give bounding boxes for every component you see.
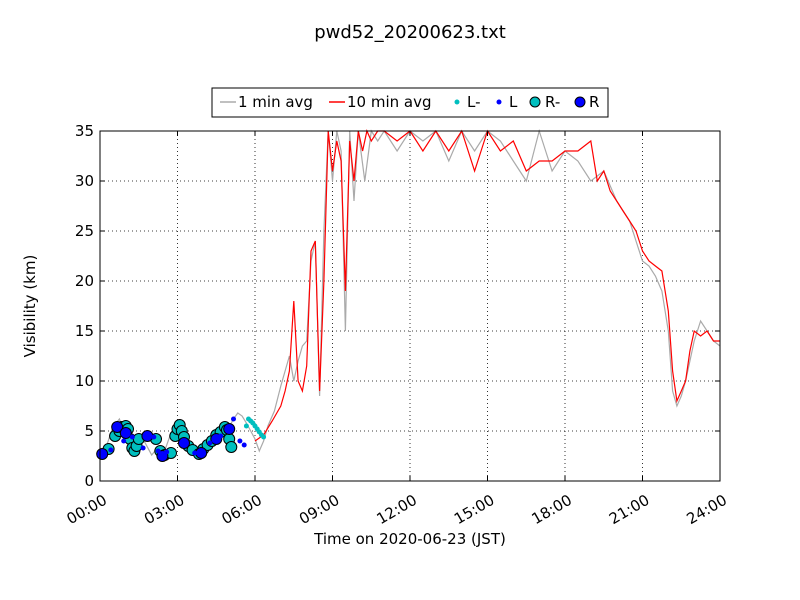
legend-box [211, 87, 609, 118]
y-axis-label: Visibility (km) [21, 255, 39, 358]
y-tick-label: 20 [75, 272, 94, 290]
series-R-point [111, 421, 124, 433]
legend-R-minus-label: R- [545, 93, 560, 111]
chart-title: pwd52_20200623.txt [314, 22, 506, 43]
legend-R-minus-swatch [529, 96, 541, 108]
legend: 1 min avg 10 min avg L- L R- R [211, 87, 609, 118]
legend-1min-label: 1 min avg [238, 93, 313, 111]
series-L-minus-point [261, 434, 267, 440]
legend-L-minus-swatch [454, 99, 460, 105]
y-tick-label: 30 [75, 172, 94, 190]
series-L-point [218, 433, 224, 439]
series-L-point [241, 442, 247, 448]
legend-L-label: L [509, 93, 518, 111]
series-R-point [141, 430, 154, 442]
x-axis-label: Time on 2020-06-23 (JST) [313, 530, 506, 548]
series-R-minus-point [225, 441, 238, 453]
plot-area [96, 128, 721, 462]
grid-lines [100, 131, 720, 481]
series-L-point [140, 445, 146, 451]
series-L-minus-point [243, 423, 249, 429]
series-R-point [178, 437, 190, 449]
series-L-point [164, 449, 170, 455]
series-R-point [119, 427, 132, 439]
legend-L-swatch [496, 99, 502, 105]
series-R-point [195, 447, 208, 459]
y-tick-label: 5 [84, 422, 94, 440]
legend-L-minus-label: L- [467, 93, 481, 111]
legend-R-label: R [589, 93, 599, 111]
y-tick-label: 0 [84, 472, 94, 490]
series-L-point [192, 450, 198, 456]
series-L-point [155, 448, 161, 454]
y-tick-label: 35 [75, 122, 94, 140]
series-L-point [129, 434, 135, 440]
series-L-point [207, 440, 213, 446]
legend-10min-label: 10 min avg [347, 93, 432, 111]
legend-R-swatch [574, 96, 586, 108]
y-tick-label: 10 [75, 372, 94, 390]
series-L-point [231, 416, 236, 422]
y-tick-label: 15 [75, 322, 94, 340]
series-L-point [151, 434, 157, 440]
series-R-point [223, 423, 236, 435]
y-axis: 0 5 10 15 20 25 30 35 [75, 122, 720, 490]
series-L-point [108, 447, 114, 453]
series-L-point [101, 450, 107, 456]
series-L-point [121, 438, 127, 444]
y-tick-label: 25 [75, 222, 94, 240]
series-L-point [237, 438, 243, 444]
